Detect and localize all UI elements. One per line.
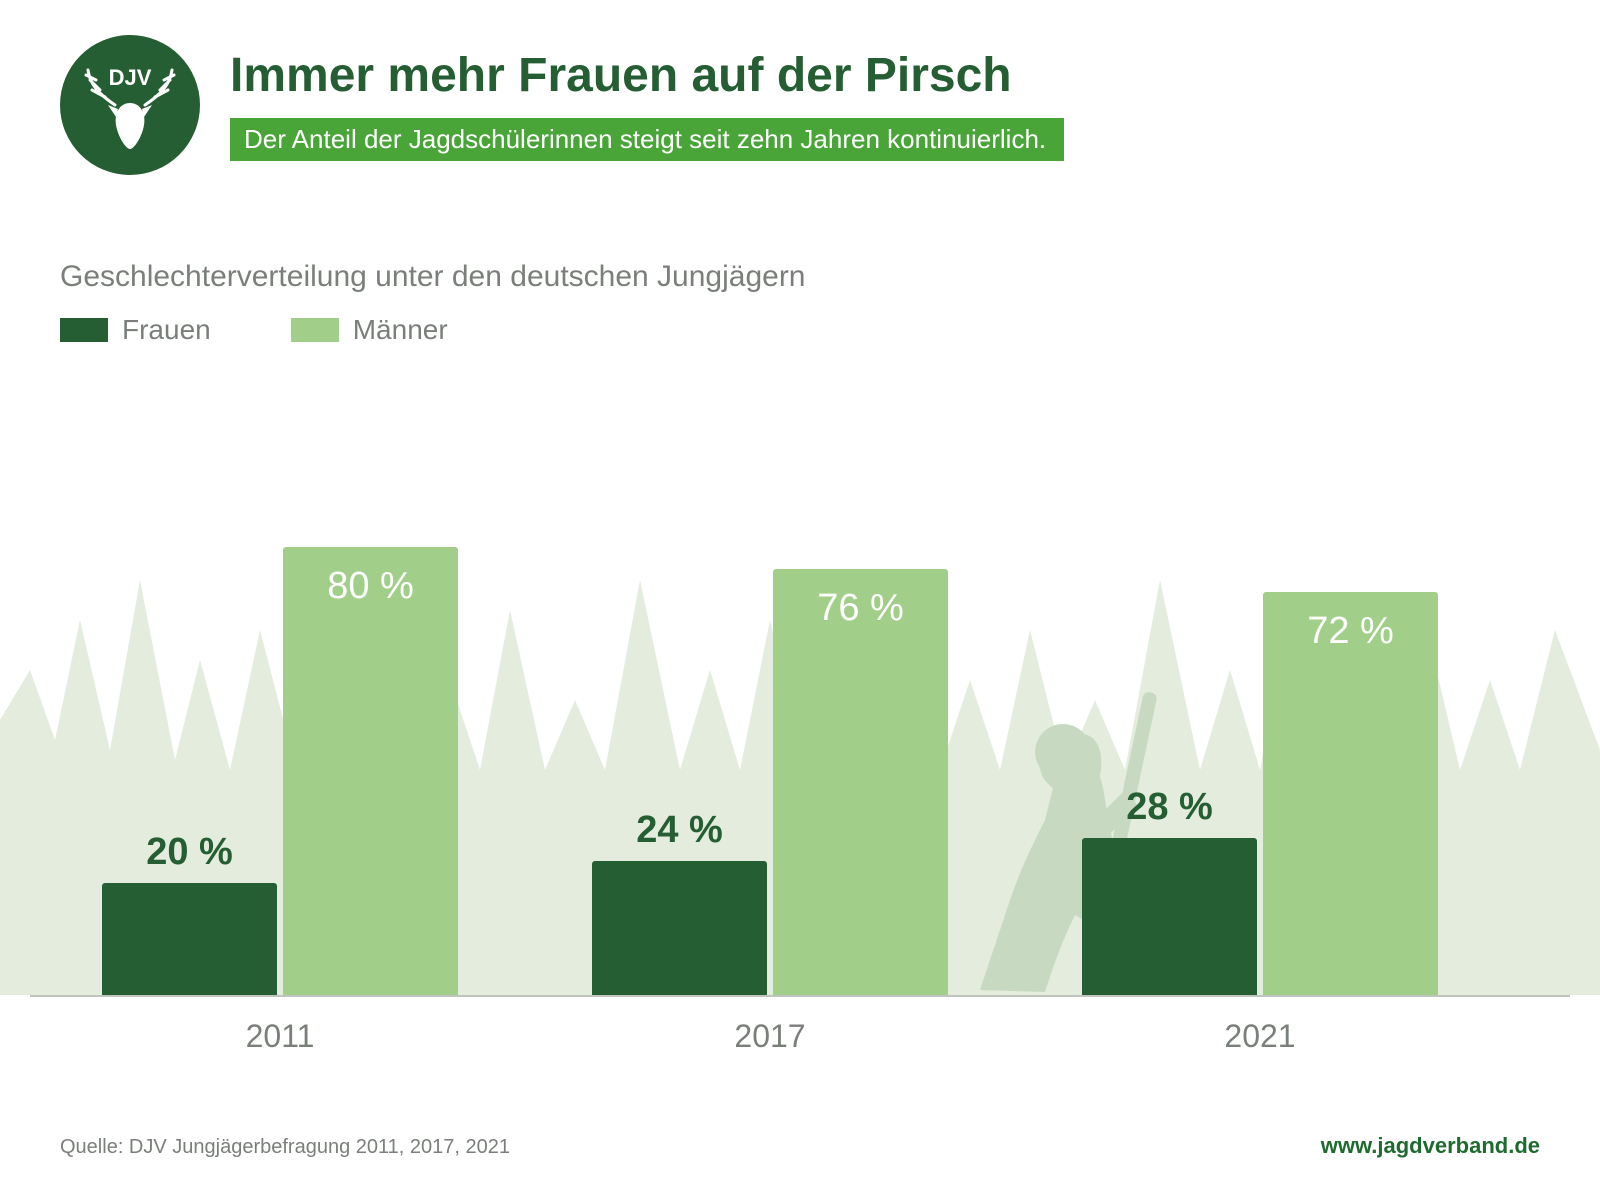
bar-women: 24 %	[592, 861, 767, 995]
bar-group: 28 % 72 %	[1082, 592, 1438, 995]
bar-men: 72 %	[1263, 592, 1438, 995]
bar-value-women: 28 %	[1126, 786, 1213, 829]
bar-value-women: 20 %	[146, 831, 233, 874]
svg-text:DJV: DJV	[109, 65, 152, 90]
bar-group: 20 % 80 %	[102, 547, 458, 995]
djv-logo: DJV	[60, 35, 200, 175]
legend-item-men: Männer	[291, 314, 448, 346]
bar-women: 28 %	[1082, 838, 1257, 995]
chart-heading: Geschlechterverteilung unter den deutsch…	[60, 260, 806, 294]
legend: Frauen Männer	[60, 314, 448, 346]
legend-swatch-men	[291, 318, 339, 342]
bar-women: 20 %	[102, 883, 277, 995]
page-title: Immer mehr Frauen auf der Pirsch	[230, 48, 1012, 103]
x-axis-label: 2011	[220, 1018, 340, 1055]
legend-label-men: Männer	[353, 314, 448, 346]
bar-value-men: 76 %	[817, 587, 904, 630]
legend-swatch-women	[60, 318, 108, 342]
subtitle: Der Anteil der Jagdschülerinnen steigt s…	[230, 118, 1064, 161]
deer-logo-icon: DJV	[60, 35, 200, 175]
chart-baseline	[30, 995, 1570, 997]
website-url: www.jagdverband.de	[1321, 1133, 1540, 1159]
x-axis-label: 2021	[1200, 1018, 1320, 1055]
bar-men: 80 %	[283, 547, 458, 995]
bar-group: 24 % 76 %	[592, 569, 948, 995]
infographic-canvas: DJV Immer mehr Frauen auf der Pirsch Der…	[0, 0, 1600, 1199]
source-text: Quelle: DJV Jungjägerbefragung 2011, 201…	[60, 1136, 510, 1159]
bar-value-men: 72 %	[1307, 610, 1394, 653]
bar-men: 76 %	[773, 569, 948, 995]
legend-item-women: Frauen	[60, 314, 211, 346]
x-axis-label: 2017	[710, 1018, 830, 1055]
legend-label-women: Frauen	[122, 314, 211, 346]
bar-value-men: 80 %	[327, 565, 414, 608]
bar-value-women: 24 %	[636, 809, 723, 852]
